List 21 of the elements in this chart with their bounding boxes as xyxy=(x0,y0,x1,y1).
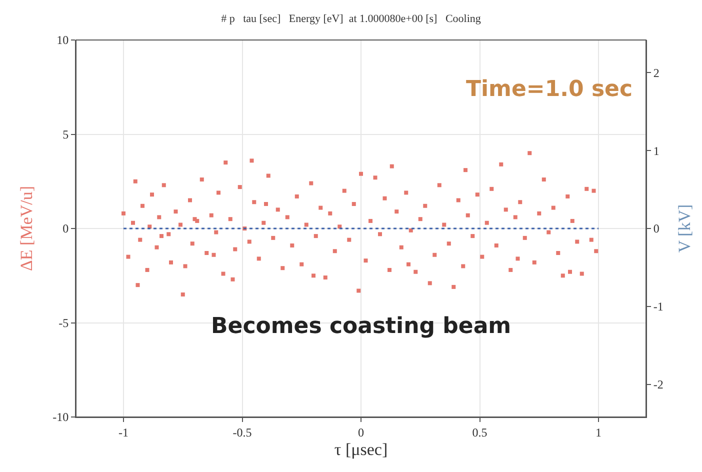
y-tick-label: -5 xyxy=(58,316,69,330)
chart-title: # p tau [sec] Energy [eV] at 1.000080e+00 [s] Cooling xyxy=(221,12,482,25)
x-tick-label: -0.5 xyxy=(232,425,252,440)
x-tick-label: 0 xyxy=(358,425,364,440)
x-tick-label: -1 xyxy=(118,425,128,440)
y-tick-label: 5 xyxy=(62,127,69,142)
x-tick-label: 0.5 xyxy=(472,425,488,440)
annotation: Time=1.0 sec xyxy=(466,77,633,102)
y2-axis-title: V [kV] xyxy=(674,204,694,253)
y2-tick-label: -1 xyxy=(653,300,664,314)
y-axis-title: ΔE [MeV/u] xyxy=(17,186,36,272)
x-tick-label: 1 xyxy=(596,425,602,440)
y-tick-label: 0 xyxy=(62,222,69,236)
y2-tick-label: 0 xyxy=(653,222,660,236)
y-tick-label: 10 xyxy=(56,33,69,48)
y2-tick-label: -2 xyxy=(653,377,664,392)
x-axis-title: τ [μsec] xyxy=(334,440,388,459)
y2-tick-label: 1 xyxy=(653,144,660,158)
y2-tick-label: 2 xyxy=(653,66,660,80)
y-tick-label: -10 xyxy=(52,410,69,424)
annotation: Becomes coasting beam xyxy=(211,314,512,339)
